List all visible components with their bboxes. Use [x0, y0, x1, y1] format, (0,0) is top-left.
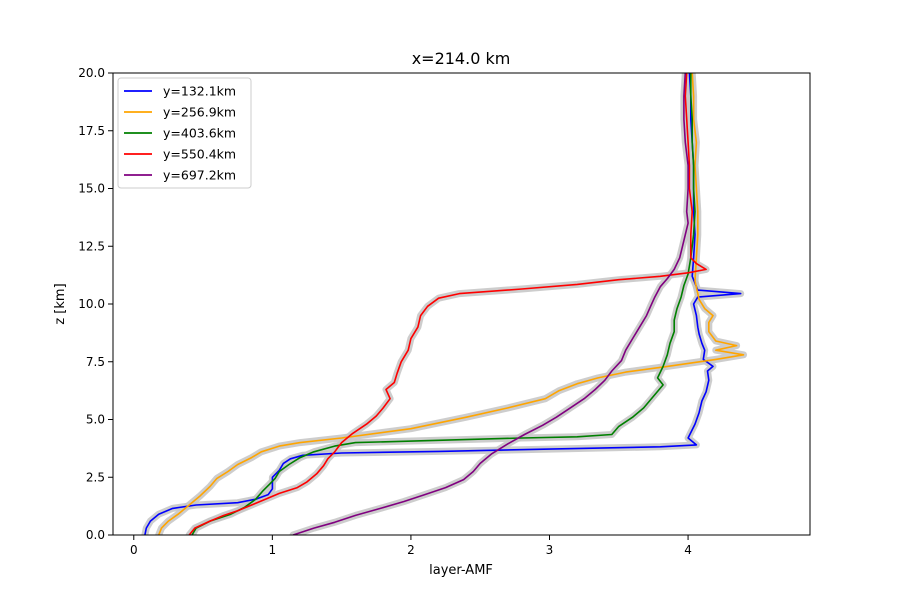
- series-line-1: [144, 73, 742, 535]
- legend-box: [117, 77, 252, 189]
- chart-title: x=214.0 km: [412, 49, 511, 68]
- legend: y=132.1km y=256.9km y=403.6km y=550.4km y=69…: [117, 77, 252, 189]
- legend-label: y=697.2km: [163, 168, 236, 183]
- series-line-3: [191, 73, 696, 535]
- y-tick-label: 12.5: [78, 239, 105, 253]
- series-line-4: [188, 73, 707, 535]
- series-line-5: [292, 73, 689, 535]
- legend-label: y=132.1km: [163, 84, 236, 99]
- x-tick-label: 4: [684, 543, 692, 557]
- x-tick-label: 3: [546, 543, 554, 557]
- y-tick-label: 5.0: [86, 413, 105, 427]
- y-tick-label: 17.5: [78, 124, 105, 138]
- x-tick-label: 1: [269, 543, 277, 557]
- y-axis-ticks: 0.0 2.5 5.0 7.5 10.0 12.5 15.0 17.5 20.0: [78, 66, 113, 542]
- y-tick-label: 20.0: [78, 66, 105, 80]
- legend-label: y=403.6km: [163, 126, 236, 141]
- y-tick-label: 0.0: [86, 528, 105, 542]
- legend-label: y=550.4km: [163, 147, 236, 162]
- series-line-2: [157, 73, 745, 535]
- y-tick-label: 2.5: [86, 470, 105, 484]
- legend-items: y=132.1km y=256.9km y=403.6km y=550.4km y=69…: [124, 84, 236, 183]
- x-axis-ticks: 0 1 2 3 4: [130, 535, 692, 557]
- y-axis-label: z [km]: [53, 283, 68, 324]
- series-lines: [144, 73, 745, 535]
- x-tick-label: 0: [130, 543, 138, 557]
- y-tick-label: 15.0: [78, 182, 105, 196]
- legend-label: y=256.9km: [163, 105, 236, 120]
- x-axis-label: layer-AMF: [429, 563, 493, 578]
- y-tick-label: 7.5: [86, 355, 105, 369]
- x-tick-label: 2: [407, 543, 415, 557]
- y-tick-label: 10.0: [78, 297, 105, 311]
